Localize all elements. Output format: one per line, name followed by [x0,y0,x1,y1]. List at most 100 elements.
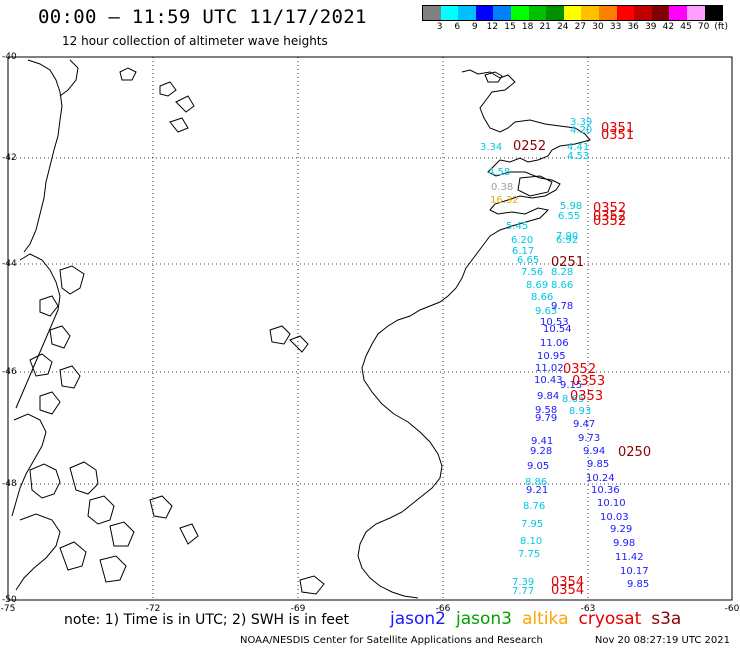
wave-height-label: 9.28 [530,446,553,457]
wave-height-label: 6.20 [511,235,534,246]
color-scale-labels: 3 6 9 12 15 18 21 24 27 30 33 36 39 42 45 70 (ft) [422,22,732,34]
wave-height-label: 9.63 [535,306,558,317]
coastline [11,59,591,599]
wave-height-label: 10.03 [600,512,629,523]
legend-item-cryosat: cryosat [578,609,642,629]
color-scale-label: 15 [504,22,516,32]
wave-height-label: 10.10 [597,498,626,509]
color-swatch [458,6,476,20]
wave-height-label: 10.54 [543,324,572,335]
wave-height-label: 10.95 [537,351,566,362]
color-swatch [493,6,511,20]
map-title: 00:00 – 11:59 UTC 11/17/2021 [38,6,367,28]
color-scale-label: 42 [662,22,675,32]
pass-time-label: 0351 [601,128,635,143]
color-swatch [634,6,652,20]
pass-time-label: 0352 [593,201,627,216]
color-swatch [704,6,723,20]
pass-time-label: 0351 [601,121,635,136]
color-swatch [440,6,459,20]
wave-height-label: 7.56 [521,267,544,278]
color-scale-label: 45 [680,22,692,32]
latitude-tick-label: -48 [2,479,17,489]
wave-height-label: 5.45 [506,221,529,232]
color-scale-label: 27 [574,22,587,32]
wave-height-label: 9.05 [527,461,550,472]
pass-time-label: 0354 [551,583,585,598]
wave-height-label: 7.77 [512,586,535,597]
wave-height-label: 9.29 [610,524,633,535]
wave-height-label: 8.69 [526,280,549,291]
wave-height-label: 6.65 [517,255,540,266]
longitude-tick-label: -75 [0,604,16,614]
wave-height-label: 6.55 [558,211,581,222]
pass-time-label: 0251 [551,255,585,270]
wave-height-label: 6.17 [512,246,535,257]
legend-item-s3a: s3a [651,609,682,629]
pass-time-label: 0353 [570,389,604,404]
wave-height-label: 9.84 [537,391,560,402]
units-note: note: 1) Time is in UTC; 2) SWH is in fe… [64,612,350,628]
wave-height-label: 10.53 [540,317,569,328]
color-swatch [563,6,582,20]
altimeter-map [7,56,733,601]
map-subtitle: 12 hour collection of altimeter wave hei… [62,34,328,48]
graticule-grid [8,57,732,600]
wave-height-label: 8.76 [523,501,546,512]
color-scale-label: 9 [471,22,478,32]
wave-height-label: 8.93 [569,406,592,417]
wave-height-label: 11.02 [535,363,564,374]
color-scale-label: 3 [436,22,443,32]
pass-time-label: 0352 [563,362,597,377]
wave-height-label: 0.38 [491,182,514,193]
wave-height-label: 9.47 [573,419,596,430]
wave-height-label: 9.73 [578,433,601,444]
wave-height-label: 7.75 [518,549,541,560]
pass-time-label: 0353 [572,374,606,389]
wave-height-label: 10.36 [591,485,620,496]
color-swatch [475,6,494,20]
latitude-tick-label: -42 [2,153,17,163]
wave-height-label: 9.78 [551,301,574,312]
color-swatch [598,6,617,20]
wave-height-label: 9.41 [531,436,554,447]
color-scale-label: 70 [697,22,710,32]
latitude-tick-label: -46 [2,367,17,377]
wave-height-label: 4.53 [567,151,590,162]
wave-height-label: 11.42 [615,552,644,563]
wave-height-label: 8.66 [551,280,574,291]
wave-height-label: 9.58 [535,405,558,416]
wave-height-label: 9.21 [526,485,549,496]
color-swatch [546,6,564,20]
wave-height-label: 10.24 [586,473,615,484]
color-scale-label: 39 [645,22,657,32]
wave-height-label: 7.39 [512,577,535,588]
footer-credit: NOAA/NESDIS Center for Satellite Applica… [240,635,543,646]
latitude-tick-label: -50 [2,595,17,605]
wave-height-label: 8.10 [520,536,543,547]
legend-item-altika: altika [522,609,569,629]
legend-item-jason3: jason3 [456,609,512,629]
pass-time-label: 0352 [593,209,627,224]
color-swatch [651,6,670,20]
wave-height-label: 8.86 [525,477,548,488]
color-scale-label: 36 [627,22,639,32]
wave-height-label: 11.06 [540,338,569,349]
color-scale-bar [422,5,724,21]
pass-time-label: 0250 [618,445,652,460]
wave-height-label: 9.85 [627,579,650,590]
wave-height-label: 4.41 [567,142,590,153]
wave-height-label: 7.95 [521,519,544,530]
wave-height-label: 9.94 [583,446,606,457]
color-scale-label: 18 [521,22,534,32]
wave-height-label: 9.85 [587,459,610,470]
longitude-tick-label: -69 [290,604,306,614]
wave-height-label: 9.79 [535,413,558,424]
longitude-tick-label: -63 [580,604,596,614]
color-swatch [686,6,705,20]
pass-time-label: 0354 [551,575,585,590]
longitude-tick-label: -60 [724,604,740,614]
color-swatch [616,6,635,20]
pass-time-label: 0252 [513,139,547,154]
color-swatch [581,6,599,20]
